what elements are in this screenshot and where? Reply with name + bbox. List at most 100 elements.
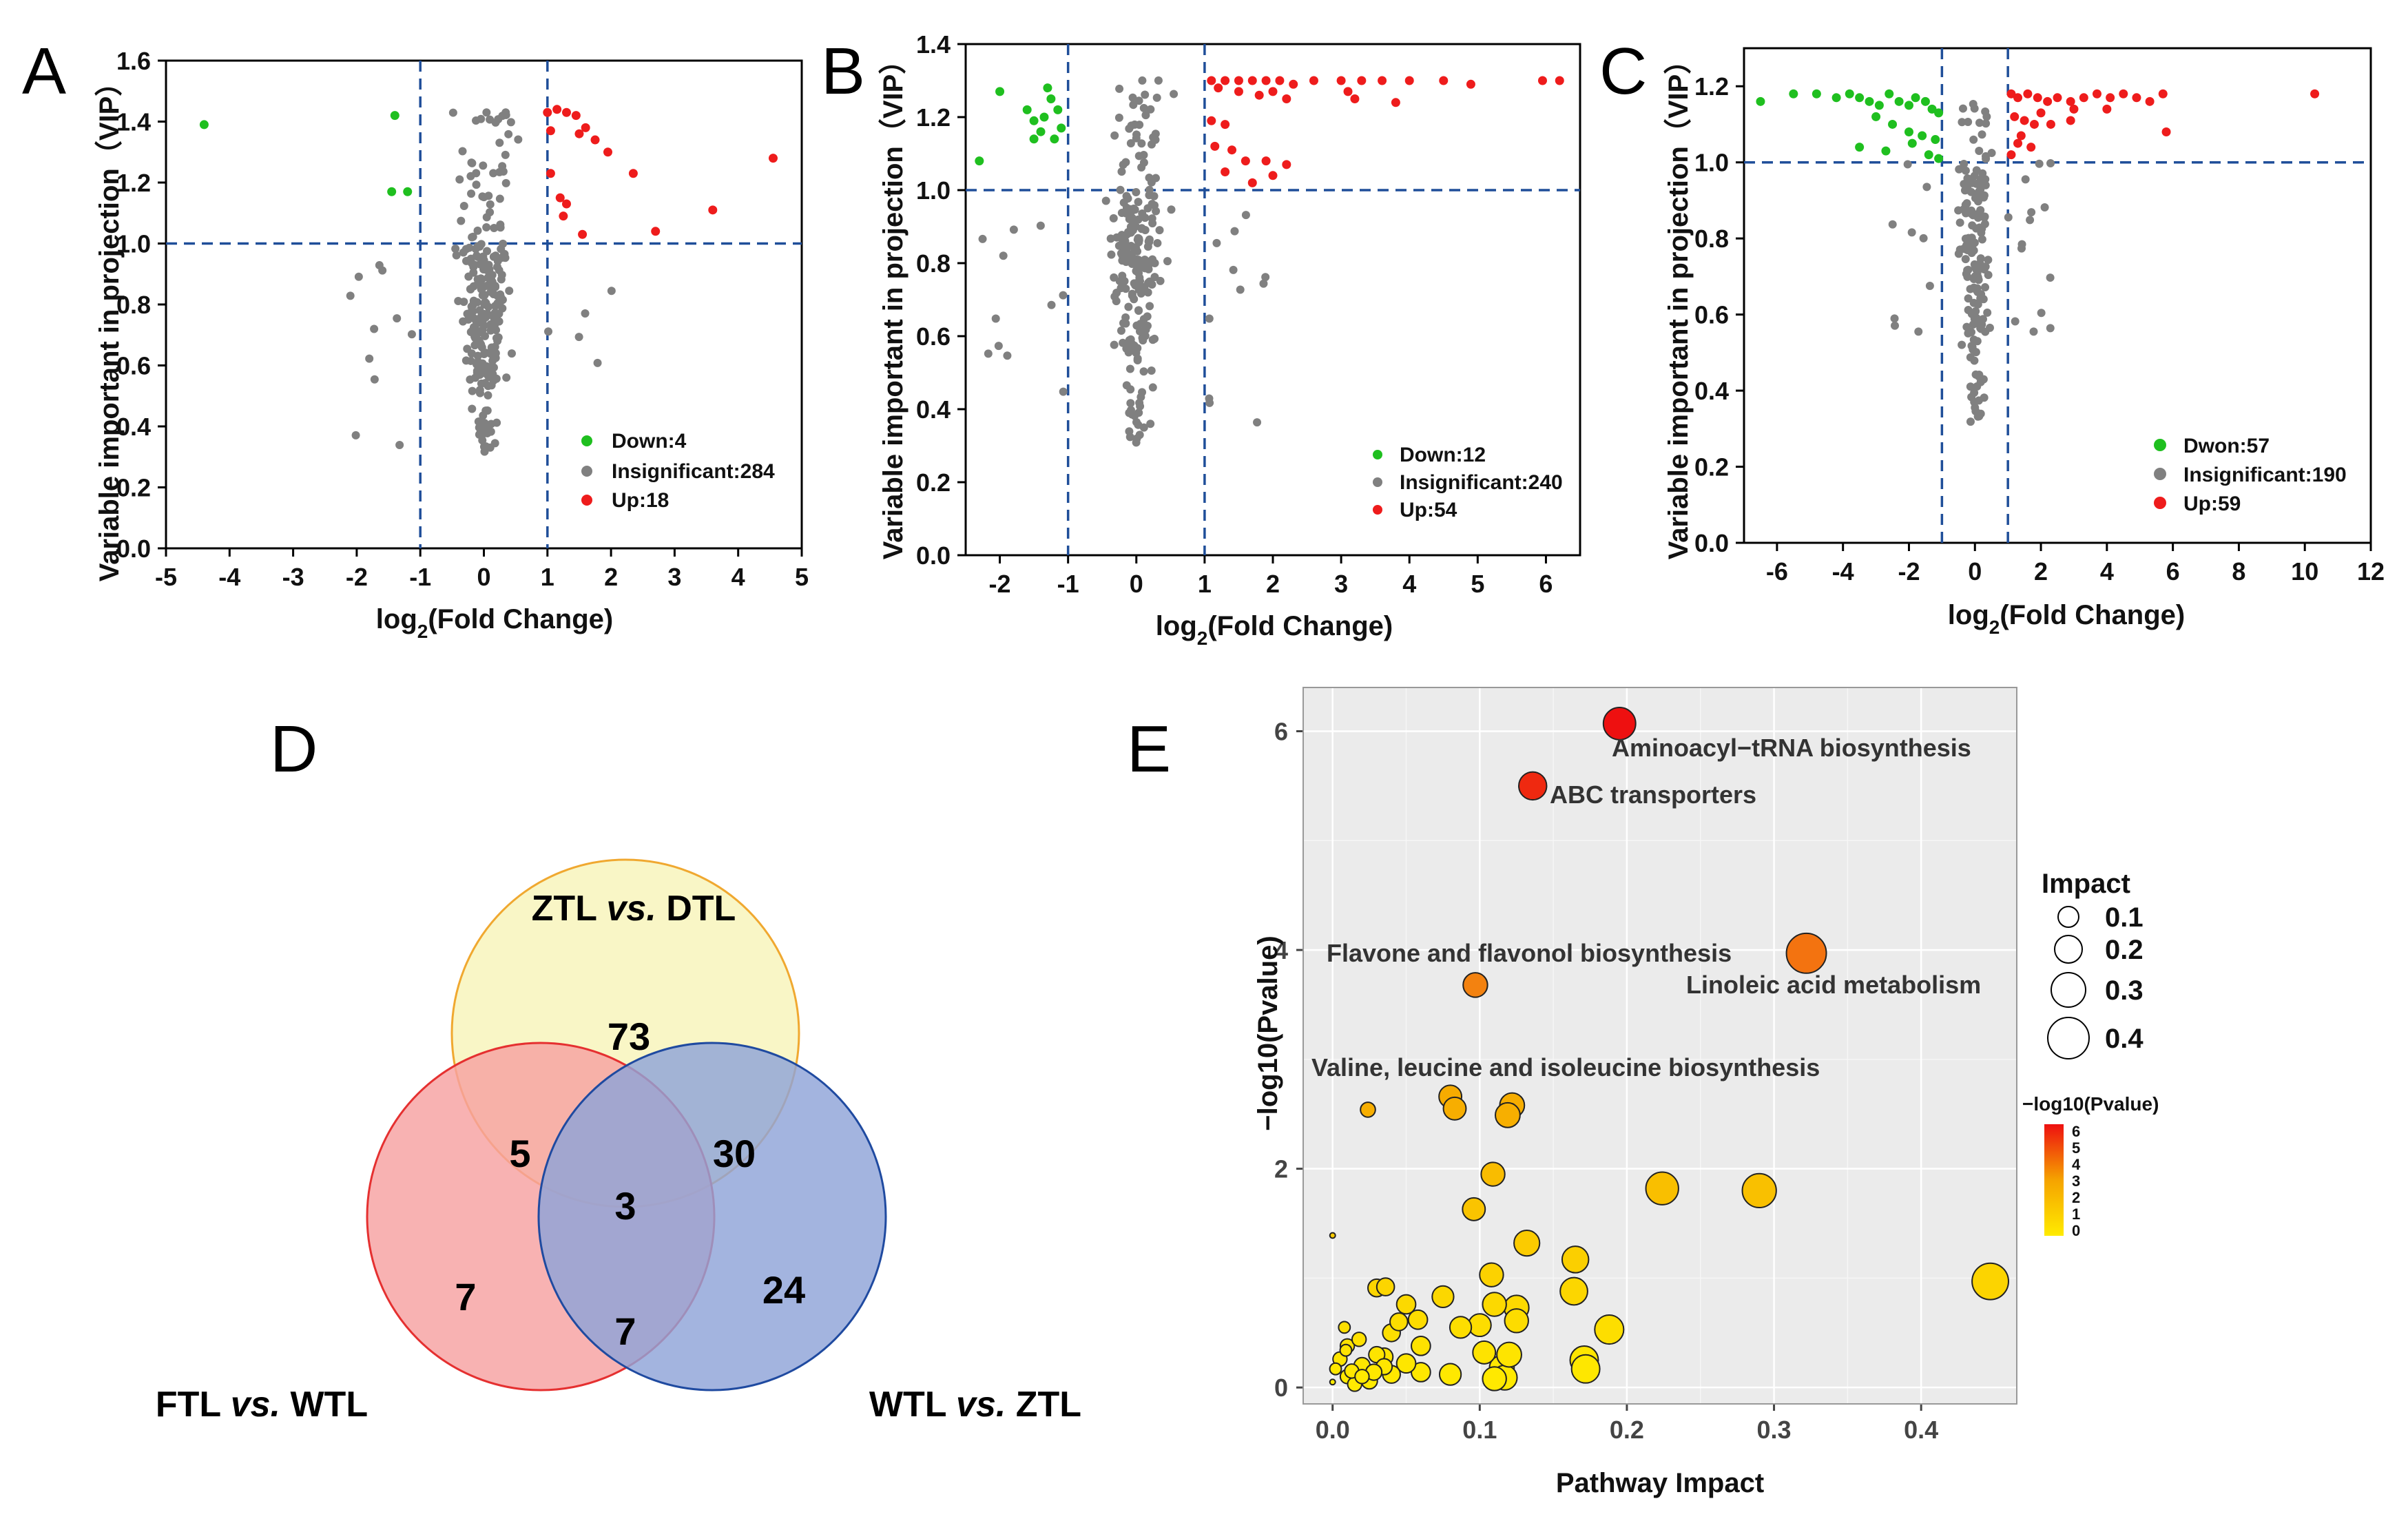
point-insignificant — [497, 275, 506, 284]
point-insignificant — [370, 375, 379, 384]
point-insignificant — [473, 366, 481, 375]
point-dwon — [1931, 135, 1940, 145]
venn-title-ftl-vs-wtl: FTL vs. WTL — [156, 1385, 368, 1425]
point-insignificant — [1148, 383, 1157, 392]
point-down — [387, 187, 397, 196]
pathway-bubble — [1504, 1308, 1529, 1334]
venn-title-wtl-vs: vs. — [956, 1385, 1006, 1425]
y-tick-label: 0.0 — [116, 535, 151, 563]
point-insignificant — [475, 306, 484, 315]
size-legend-0-3: 0.3 — [2105, 975, 2144, 1006]
pathway-bubble — [1472, 1340, 1497, 1365]
point-insignificant — [1134, 238, 1143, 247]
pathway-bubble — [1482, 1366, 1507, 1391]
point-insignificant — [1136, 402, 1145, 411]
point-insignificant — [1152, 207, 1161, 216]
point-insignificant — [472, 116, 481, 125]
point-insignificant — [1973, 284, 1982, 293]
point-up — [708, 205, 718, 215]
point-insignificant — [505, 287, 514, 296]
point-down — [1029, 134, 1039, 144]
point-insignificant — [475, 430, 484, 439]
point-insignificant — [459, 298, 468, 307]
point-up — [1404, 76, 1414, 85]
point-insignificant — [1253, 418, 1262, 427]
point-insignificant — [1118, 271, 1127, 280]
point-insignificant — [496, 290, 505, 299]
point-insignificant — [1134, 256, 1143, 265]
point-up — [1466, 79, 1475, 89]
point-insignificant — [477, 274, 486, 283]
point-up — [2033, 93, 2042, 103]
point-up — [2020, 116, 2029, 125]
point-insignificant — [2046, 273, 2055, 282]
point-dwon — [1911, 93, 1920, 103]
point-insignificant — [1261, 273, 1270, 282]
point-insignificant — [1059, 387, 1068, 396]
y-tick-label: 4 — [1274, 936, 1288, 964]
point-insignificant — [474, 358, 483, 366]
point-insignificant — [495, 194, 504, 203]
point-insignificant — [481, 406, 490, 415]
y-tick-label: 0 — [1274, 1374, 1288, 1402]
x-tick-label: 3 — [1334, 570, 1348, 598]
point-insignificant — [1146, 420, 1155, 428]
point-insignificant — [1972, 224, 1981, 233]
point-dwon — [1855, 93, 1865, 103]
point-insignificant — [1129, 101, 1138, 110]
point-up — [1343, 87, 1353, 96]
point-insignificant — [1973, 214, 1982, 223]
point-up — [574, 129, 584, 138]
x-tick-label: 3 — [667, 563, 681, 591]
point-up — [1210, 141, 1220, 151]
point-insignificant — [1963, 182, 1972, 191]
point-insignificant — [1124, 348, 1133, 357]
panel-a-label: A — [22, 34, 66, 108]
annot-aminoacyl-trna: Aminoacyl−tRNA biosynthesis — [1612, 734, 1971, 762]
point-insignificant — [514, 135, 523, 144]
point-insignificant — [452, 251, 461, 260]
point-up — [2006, 150, 2016, 160]
point-insignificant — [1112, 233, 1121, 242]
point-insignificant — [1967, 234, 1976, 242]
panel-c-legend-down-marker — [2154, 439, 2166, 451]
point-insignificant — [1151, 130, 1160, 138]
point-insignificant — [1967, 328, 1976, 337]
venn-count-ftl-only: 7 — [455, 1275, 476, 1318]
point-insignificant — [477, 340, 486, 349]
point-insignificant — [491, 251, 500, 260]
panel-c-legend: Dwon:57 Insignificant:190 Up:59 — [2154, 435, 2347, 515]
point-insignificant — [1143, 262, 1152, 271]
point-insignificant — [1907, 228, 1916, 237]
point-insignificant — [1146, 105, 1155, 114]
point-insignificant — [1121, 319, 1130, 328]
venn-count-all: 3 — [614, 1184, 636, 1228]
point-insignificant — [486, 200, 495, 209]
x-tick-label: 2 — [604, 563, 618, 591]
venn-title-ztl-vs-dtl: ZTL vs. DTL — [532, 889, 736, 929]
point-up — [543, 107, 552, 117]
point-insignificant — [1003, 351, 1012, 360]
point-insignificant — [484, 382, 492, 391]
size-legend-title: Impact — [2042, 869, 2130, 899]
panel-c-legend-up: Up:59 — [2183, 493, 2241, 515]
pathway-bubble — [1389, 1312, 1409, 1332]
point-insignificant — [354, 272, 363, 281]
point-insignificant — [1117, 327, 1125, 335]
x-tick-label: -6 — [1766, 557, 1788, 586]
x-tick-label: 4 — [731, 563, 745, 591]
point-insignificant — [1121, 313, 1130, 322]
pathway-bubble — [1376, 1277, 1395, 1296]
point-insignificant — [1985, 323, 1994, 332]
point-dwon — [1904, 101, 1913, 110]
venn-title-ztl-a: ZTL — [532, 889, 597, 929]
venn-title-ztl-b: DTL — [666, 889, 736, 929]
annot-abc-transporters: ABC transporters — [1550, 780, 1756, 809]
y-tick-label: 0.2 — [916, 468, 951, 497]
point-insignificant — [499, 239, 508, 248]
point-insignificant — [472, 169, 481, 178]
point-insignificant — [1961, 200, 1970, 209]
point-insignificant — [1973, 300, 1982, 309]
annot-flavone-flavonol: Flavone and flavonol biosynthesis — [1327, 939, 1732, 967]
